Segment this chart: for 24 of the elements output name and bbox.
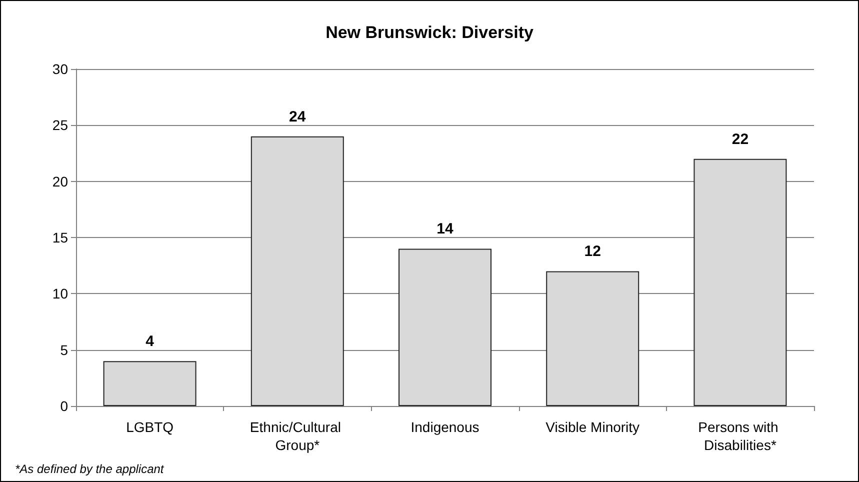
- y-tick-label: 30: [52, 61, 68, 77]
- data-label: 4: [146, 333, 155, 350]
- bar: [398, 248, 492, 406]
- x-tick-label: LGBTQ: [126, 419, 174, 435]
- chart-title: New Brunswick: Diversity: [326, 23, 534, 42]
- x-tick-label: Visible Minority: [546, 419, 640, 435]
- data-label: 12: [584, 243, 601, 260]
- y-tick-label: 20: [52, 173, 68, 190]
- bar: [546, 271, 640, 406]
- y-tick-label: 15: [52, 230, 68, 246]
- text: *As defined by the applicant: [15, 462, 164, 476]
- bar: [694, 158, 787, 406]
- x-tick-label: Ethnic/Cultural Group*: [250, 419, 345, 453]
- bar: [250, 136, 344, 406]
- data-label: 14: [436, 220, 454, 238]
- y-tick-label: 10: [52, 286, 68, 302]
- x-tick-label: Persons with Disabilities*: [698, 419, 782, 453]
- y-tick-label: 25: [52, 117, 68, 134]
- data-label: 22: [732, 130, 749, 148]
- x-tick-label: Indigenous: [410, 419, 480, 435]
- bar: [103, 361, 196, 406]
- y-tick-label: 5: [60, 342, 68, 358]
- data-label: 24: [289, 108, 306, 126]
- y-tick-label: 0: [60, 398, 68, 414]
